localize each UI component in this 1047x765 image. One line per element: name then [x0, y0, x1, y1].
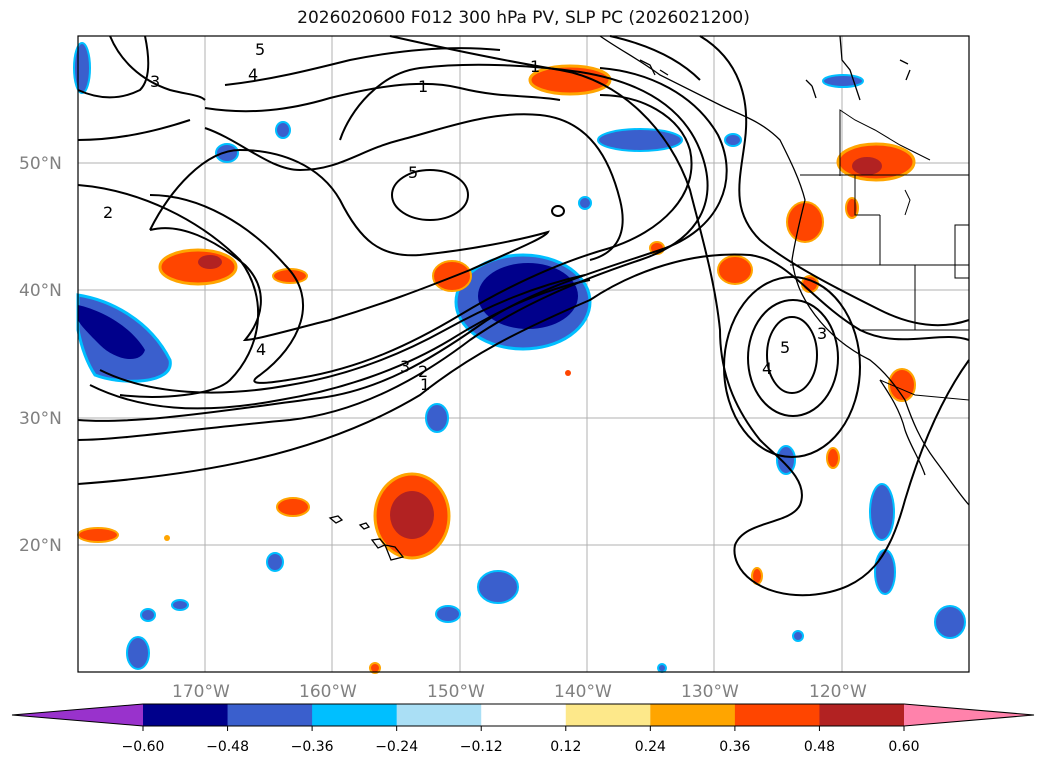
latitude-labels: 50°N 40°N 30°N 20°N — [19, 154, 62, 556]
contour-label: 5 — [255, 40, 265, 59]
contour-label: 4 — [256, 340, 266, 359]
colorbar-segment — [481, 704, 567, 726]
borders — [790, 109, 970, 401]
colorbar-segment — [396, 704, 482, 726]
pv-strong-negative-area — [478, 263, 578, 329]
contour-label: 5 — [408, 163, 418, 182]
colorbar-segment — [227, 704, 313, 726]
map-frame — [77, 35, 970, 673]
lat-label: 30°N — [19, 409, 62, 429]
lon-label: 160°W — [299, 682, 357, 702]
contour-label: 5 — [780, 338, 790, 357]
colorbar-extend-high — [904, 704, 1034, 726]
colorbar-tick-label: 0.48 — [804, 739, 835, 755]
contour-label: 1 — [530, 57, 540, 76]
colorbar-segment — [312, 704, 398, 726]
colorbar-tick-label: −0.60 — [122, 739, 165, 755]
pv-positive-area — [158, 248, 238, 286]
contour-label: 3 — [150, 72, 160, 91]
contour-label: 4 — [762, 359, 772, 378]
lon-label: 120°W — [809, 682, 867, 702]
colorbar-tick-label: −0.48 — [206, 739, 249, 755]
lon-label: 170°W — [172, 682, 230, 702]
lat-label: 40°N — [19, 281, 62, 301]
longitude-labels: 170°W 160°W 150°W 140°W 130°W 120°W — [172, 682, 867, 702]
colorbar-tick-label: 0.36 — [719, 739, 750, 755]
colorbar-segment — [734, 704, 820, 726]
contour-label: 3 — [400, 357, 410, 376]
graticule — [78, 36, 969, 672]
colorbar: −0.60 −0.48 −0.36 −0.24 −0.12 0.12 0.24 0.36 0.4… — [11, 703, 1035, 755]
contour-label: 2 — [418, 362, 428, 381]
map-panel: 5 4 3 1 2 5 4 1 3 2 1 5 4 3 — [73, 35, 970, 674]
colorbar-segment — [143, 704, 229, 726]
colorbar-extend-low — [12, 704, 143, 726]
contour-label: 4 — [248, 65, 258, 84]
slp-contours — [77, 35, 970, 597]
colorbar-segment — [565, 704, 651, 726]
colorbar-tick-label: 0.60 — [888, 739, 919, 755]
colorbar-tick-label: −0.12 — [460, 739, 503, 755]
colorbar-segment — [819, 704, 905, 726]
lon-label: 130°W — [681, 682, 739, 702]
colorbar-tick-label: 0.12 — [550, 739, 581, 755]
lon-label: 140°W — [554, 682, 612, 702]
contour-label: 3 — [817, 324, 827, 343]
lon-label: 150°W — [427, 682, 485, 702]
pv-strong-negative-area — [78, 305, 145, 360]
colorbar-tick-label: 0.24 — [635, 739, 666, 755]
contour-label: 2 — [103, 203, 113, 222]
map-title: 2026020600 F012 300 hPa PV, SLP PC (2026… — [297, 8, 750, 28]
colorbar-tick-label: −0.24 — [375, 739, 418, 755]
pv-anomaly-fills — [73, 42, 966, 674]
contour-label: 1 — [418, 77, 428, 96]
colorbar-segment — [650, 704, 736, 726]
contour-labels: 5 4 3 1 2 5 4 1 3 2 1 5 4 3 — [103, 40, 827, 394]
contour-label: 1 — [420, 375, 430, 394]
coastlines — [328, 35, 970, 561]
colorbar-tick-label: −0.36 — [291, 739, 334, 755]
lat-label: 50°N — [19, 154, 62, 174]
lat-label: 20°N — [19, 536, 62, 556]
